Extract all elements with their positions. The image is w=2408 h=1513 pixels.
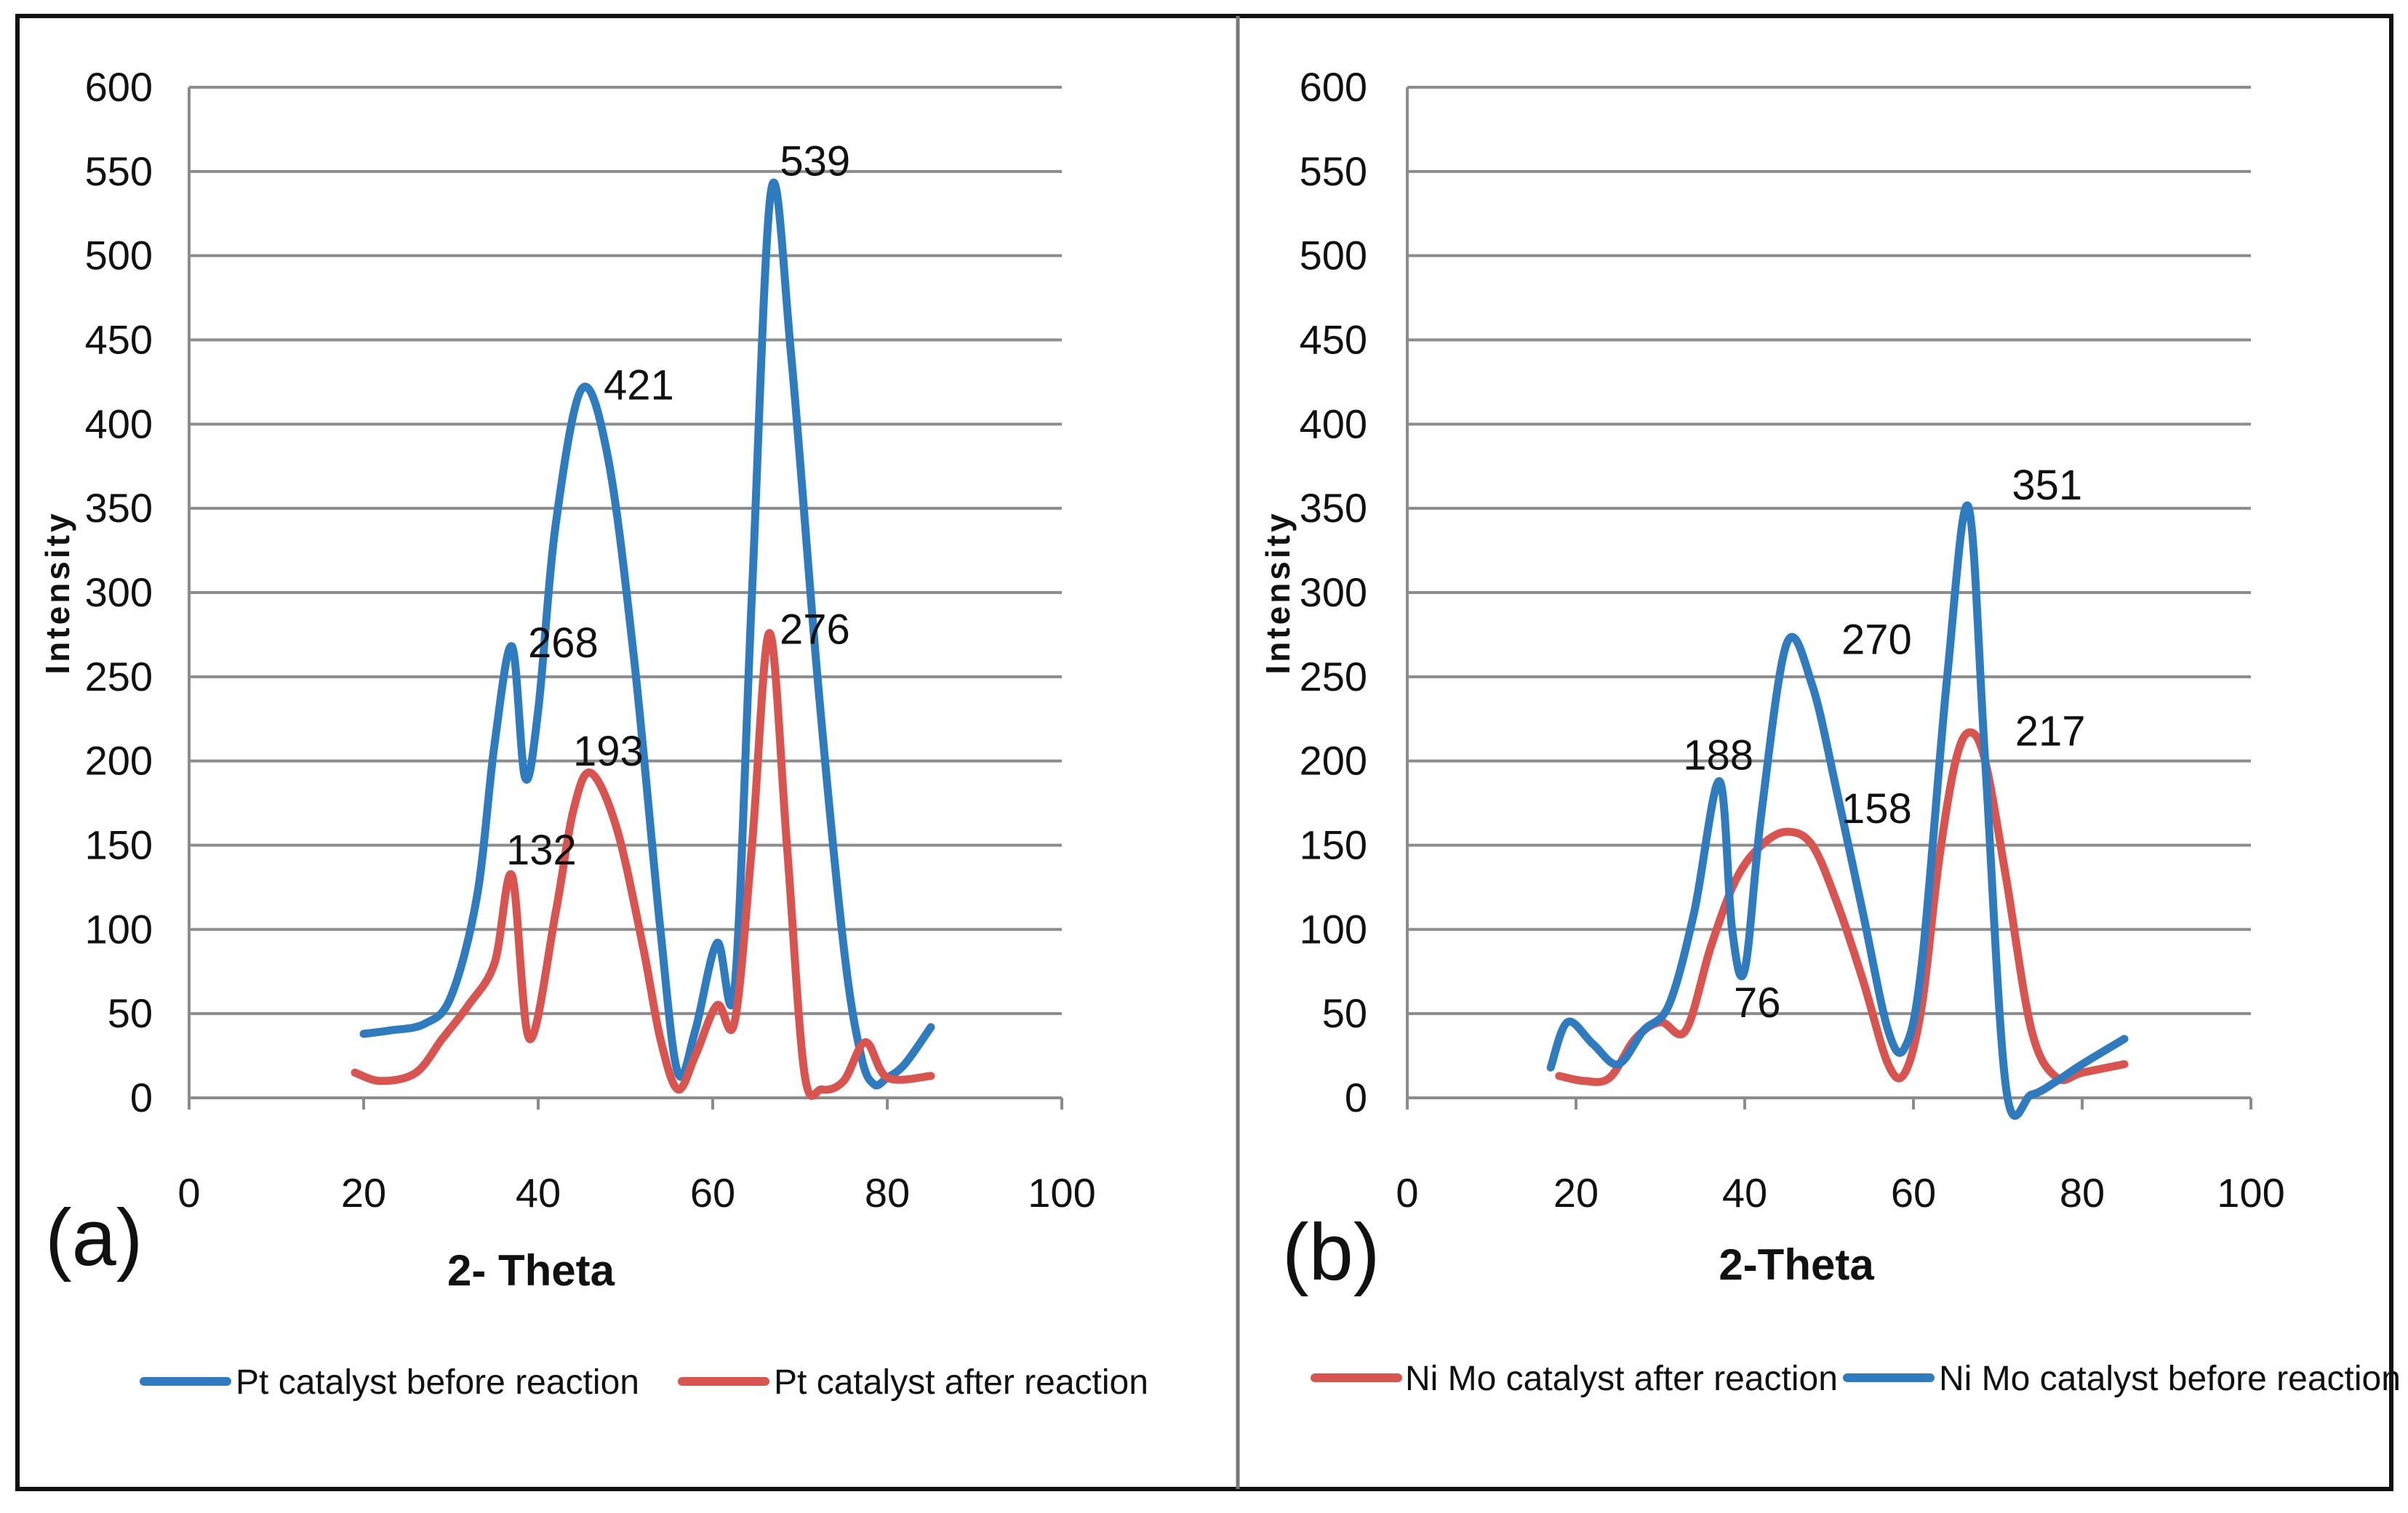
x-tick-label: 80 bbox=[2060, 1170, 2105, 1216]
x-tick-label: 0 bbox=[177, 1170, 200, 1216]
panel-b: 0 50 100 150 200 250 300 350 400 450 500 550 600 0 20 4… bbox=[1259, 64, 2401, 1398]
data-label: 276 bbox=[780, 606, 850, 654]
y-tick-label: 500 bbox=[85, 233, 153, 278]
x-axis-title: 2-Theta bbox=[1719, 1240, 1874, 1289]
y-tick-label: 550 bbox=[85, 148, 153, 194]
legend-label: Pt catalyst before reaction bbox=[236, 1363, 639, 1402]
data-label: 217 bbox=[2015, 707, 2086, 755]
y-tick-label: 550 bbox=[1300, 148, 1367, 194]
data-label: 132 bbox=[506, 827, 577, 874]
y-tick-label: 200 bbox=[1300, 738, 1367, 784]
x-tick-label: 20 bbox=[1553, 1170, 1599, 1216]
data-label: 270 bbox=[1841, 617, 1912, 664]
y-tick-label: 600 bbox=[85, 64, 153, 110]
y-tick-label: 300 bbox=[85, 569, 153, 615]
x-tick-label: 20 bbox=[341, 1170, 386, 1216]
data-label: 188 bbox=[1683, 731, 1753, 779]
data-label: 193 bbox=[573, 728, 644, 775]
y-tick-label: 350 bbox=[85, 485, 153, 531]
x-tick-label: 100 bbox=[1028, 1170, 1095, 1216]
y-tick-label: 400 bbox=[1300, 401, 1367, 446]
series-line-red bbox=[1555, 728, 2129, 1086]
legend-label: Pt catalyst after reaction bbox=[774, 1363, 1148, 1402]
y-tick-label: 450 bbox=[1300, 317, 1367, 363]
y-tick-label: 250 bbox=[1300, 654, 1367, 699]
data-label: 158 bbox=[1841, 785, 1912, 832]
legend-label: Ni Mo catalyst after reaction bbox=[1405, 1360, 1838, 1398]
y-tick-label: 50 bbox=[1322, 990, 1367, 1036]
y-tick-label: 200 bbox=[85, 738, 153, 784]
series-line-blue bbox=[1546, 501, 2129, 1120]
data-label: 421 bbox=[604, 362, 674, 409]
legend-label: Ni Mo catalyst before reaction bbox=[1939, 1360, 2401, 1398]
x-tick-label: 0 bbox=[1396, 1170, 1418, 1216]
panel-label: (b) bbox=[1282, 1208, 1380, 1297]
y-tick-label: 100 bbox=[85, 906, 153, 952]
series-line-blue bbox=[359, 178, 935, 1090]
y-tick-label: 400 bbox=[85, 401, 153, 446]
data-label: 268 bbox=[528, 619, 599, 667]
y-tick-label: 350 bbox=[1300, 485, 1367, 531]
y-tick-label: 150 bbox=[1300, 822, 1367, 868]
data-label: 351 bbox=[2012, 462, 2082, 509]
y-tick-label: 300 bbox=[1300, 569, 1367, 615]
x-tick-label: 40 bbox=[1722, 1170, 1767, 1216]
x-tick-label: 80 bbox=[865, 1170, 910, 1216]
y-tick-label: 150 bbox=[85, 822, 153, 868]
x-axis-title: 2- Theta bbox=[447, 1246, 615, 1295]
x-tick-label: 100 bbox=[2217, 1170, 2284, 1216]
series-line-red bbox=[351, 629, 935, 1100]
y-tick-label: 250 bbox=[85, 654, 153, 699]
y-tick-label: 50 bbox=[108, 990, 153, 1036]
y-tick-label: 0 bbox=[130, 1075, 153, 1120]
data-label: 539 bbox=[780, 137, 850, 185]
y-tick-label: 0 bbox=[1345, 1075, 1367, 1120]
panel-a: 0 50 100 150 200 250 300 350 400 450 500 550 600 0 20 4… bbox=[39, 64, 1148, 1402]
y-tick-label: 500 bbox=[1300, 233, 1367, 278]
y-axis-title: Intensity bbox=[1259, 510, 1297, 674]
figure-border bbox=[15, 14, 2393, 1491]
x-tick-label: 60 bbox=[1891, 1170, 1936, 1216]
y-tick-label: 600 bbox=[1300, 64, 1367, 110]
y-tick-label: 100 bbox=[1300, 906, 1367, 952]
y-tick-label: 450 bbox=[85, 317, 153, 363]
x-tick-label: 40 bbox=[516, 1170, 561, 1216]
y-axis-title: Intensity bbox=[39, 510, 76, 674]
panel-label: (a) bbox=[45, 1193, 143, 1283]
x-tick-label: 60 bbox=[690, 1170, 735, 1216]
data-label: 76 bbox=[1734, 979, 1781, 1027]
